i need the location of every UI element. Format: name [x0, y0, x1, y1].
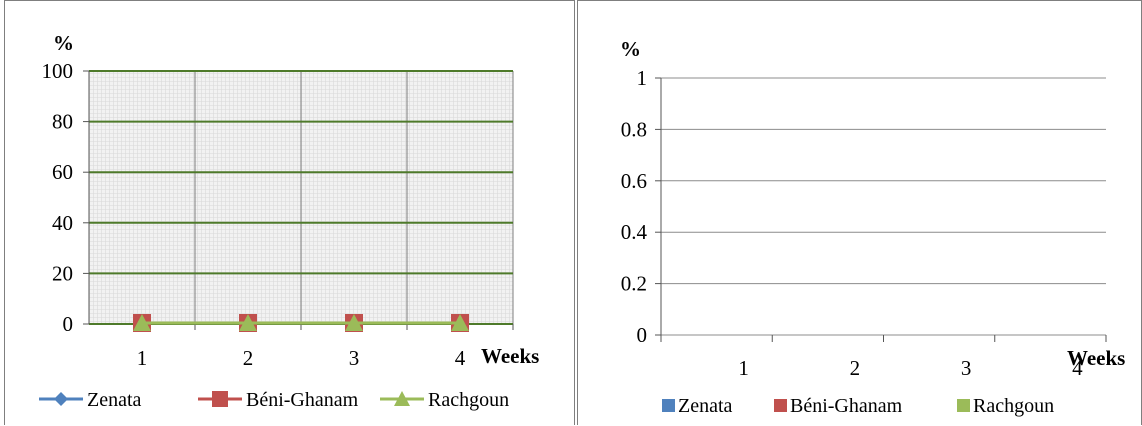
- y-tick-label: 20: [52, 261, 73, 285]
- bar-chart: 0 0.2 0.4 0.6 0.8 1 1 2 3 4% Weeks Zenata Béni-Ghana…: [620, 37, 1125, 417]
- legend-marker: [54, 392, 68, 406]
- y-tick-label: 0: [63, 312, 74, 336]
- x-tick-label: 3: [961, 356, 972, 380]
- y-tick-label: 0: [637, 323, 648, 347]
- y-tick-label: 0.2: [621, 272, 647, 296]
- legend-swatch: [774, 399, 787, 412]
- line-chart: 0 20 40 60 80 100 1 2 3 4% Weeks Zenata Béni-Ghanam R…: [39, 31, 539, 411]
- y-tick-label: 0.6: [621, 169, 647, 193]
- bar-chart-panel: 0 0.2 0.4 0.6 0.8 1 1 2 3 4% Weeks Zenata Béni-Ghana…: [577, 0, 1142, 425]
- x-tick-label: 4: [455, 346, 466, 370]
- y-axis-title: %: [53, 31, 74, 55]
- data-point: [345, 314, 363, 331]
- y-tick-label: 40: [52, 211, 73, 235]
- x-tick-label: 2: [850, 356, 861, 380]
- x-tick-label: 2: [243, 346, 254, 370]
- x-axis-title: Weeks: [1067, 346, 1125, 370]
- x-tick-label: 1: [738, 356, 749, 380]
- data-point: [239, 314, 257, 331]
- x-tick-label: 3: [349, 346, 360, 370]
- y-tick-label: 0.4: [621, 220, 648, 244]
- x-tick-label: 1: [137, 346, 148, 370]
- data-point: [451, 314, 469, 331]
- legend-label: Zenata: [87, 389, 142, 411]
- y-axis-title: %: [620, 37, 641, 61]
- legend-label: Zenata: [678, 395, 733, 417]
- data-point: [133, 314, 151, 331]
- y-tick-label: 0.8: [621, 117, 647, 141]
- x-axis-title: Weeks: [481, 344, 539, 368]
- legend-label: Rachgoun: [428, 389, 509, 411]
- x-tick-label: 4: [1072, 356, 1083, 380]
- legend-marker: [212, 391, 228, 407]
- legend-label: Béni-Ghanam: [790, 395, 903, 417]
- y-tick-label: 100: [42, 59, 74, 83]
- line-chart-panel: 0 20 40 60 80 100 1 2 3 4% Weeks Zenata Béni-Ghanam R…: [4, 0, 575, 425]
- legend-swatch: [957, 399, 970, 412]
- y-tick-label: 80: [52, 110, 73, 134]
- y-tick-label: 1: [637, 66, 648, 90]
- legend-marker: [394, 391, 410, 406]
- y-tick-label: 60: [52, 160, 73, 184]
- legend-label: Rachgoun: [973, 395, 1054, 417]
- legend-swatch: [662, 399, 675, 412]
- legend-label: Béni-Ghanam: [246, 389, 359, 411]
